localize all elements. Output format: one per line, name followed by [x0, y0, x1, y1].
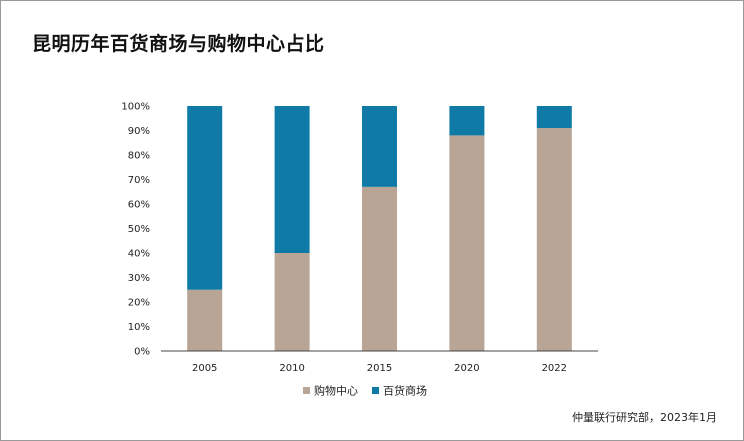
bar-mall-2020 [449, 135, 485, 351]
bar-mall-2015 [362, 186, 397, 351]
bars-group [187, 106, 572, 351]
y-tick-label: 60% [128, 200, 150, 211]
x-tick-label: 2020 [454, 363, 479, 374]
bar-dept-2010 [274, 106, 310, 253]
chart-title: 昆明历年百货商场与购物中心占比 [32, 33, 325, 55]
legend-swatch [372, 387, 379, 394]
bar-dept-2022 [536, 106, 572, 129]
x-tick-label: 2005 [192, 363, 217, 374]
y-tick-label: 30% [128, 273, 150, 284]
y-tick-label: 0% [134, 347, 150, 358]
source-note: 仲量联行研究部，2023年1月 [572, 411, 717, 424]
y-tick-label: 40% [128, 249, 150, 260]
legend-label: 百货商场 [383, 384, 427, 398]
y-tick-label: 100% [121, 102, 150, 113]
bar-mall-2005 [187, 289, 223, 351]
legend-swatch [303, 387, 310, 394]
legend: 购物中心 百货商场 [303, 384, 427, 398]
y-tick-label: 20% [128, 298, 150, 309]
x-tick-label: 2022 [542, 363, 567, 374]
bar-dept-2005 [187, 106, 223, 290]
legend-label: 购物中心 [314, 384, 358, 398]
y-axis: 0% 10% 20% 30% 40% 50% 60% 70% 80% 90% 100% [121, 102, 150, 358]
bar-dept-2015 [362, 106, 397, 187]
bar-mall-2010 [274, 253, 310, 351]
y-tick-label: 50% [128, 224, 150, 235]
bar-mall-2022 [536, 128, 572, 351]
x-axis: 2005 2010 2015 2020 2022 [192, 363, 567, 374]
y-tick-label: 70% [128, 175, 150, 186]
x-tick-label: 2015 [367, 363, 392, 374]
x-tick-label: 2010 [279, 363, 304, 374]
y-tick-label: 10% [128, 322, 150, 333]
y-tick-label: 90% [128, 126, 150, 137]
bar-dept-2020 [449, 106, 485, 136]
y-tick-label: 80% [128, 151, 150, 162]
